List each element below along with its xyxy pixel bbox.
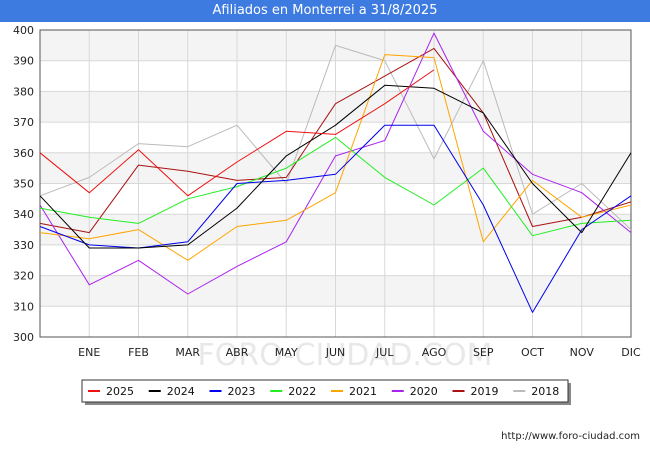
legend-label-2021: 2021	[349, 385, 377, 398]
x-tick-label: OCT	[521, 346, 544, 359]
y-tick-label: 300	[13, 331, 34, 344]
y-tick-label: 310	[13, 300, 34, 313]
y-tick-label: 400	[13, 24, 34, 37]
series-line-2019	[39, 47, 632, 234]
y-tick-label: 340	[13, 208, 34, 221]
source-link[interactable]: http://www.foro-ciudad.com	[501, 431, 640, 442]
series-line-2024	[39, 84, 632, 249]
legend-label-2024: 2024	[167, 385, 195, 398]
legend-label-2023: 2023	[228, 385, 256, 398]
series-line-2018	[39, 44, 632, 230]
series-line-2022	[39, 136, 632, 237]
legend-label-2022: 2022	[288, 385, 316, 398]
legend-label-2020: 2020	[410, 385, 438, 398]
chart-title: Afiliados en Monterrei a 31/8/2025	[0, 0, 650, 22]
x-tick-label: NOV	[570, 346, 595, 359]
x-tick-label: JUL	[375, 346, 394, 359]
watermark: FORO-CIUDAD.COM	[198, 338, 493, 373]
x-tick-label: ENE	[78, 346, 100, 359]
y-tick-label: 370	[13, 116, 34, 129]
x-tick-label: MAY	[275, 346, 298, 359]
y-tick-label: 350	[13, 178, 34, 191]
plot-border	[39, 29, 632, 338]
y-tick-label: 390	[13, 55, 34, 68]
legend-label-2025: 2025	[106, 385, 134, 398]
y-tick-label: 320	[13, 270, 34, 283]
x-tick-label: DIC	[621, 346, 641, 359]
x-tick-label: FEB	[128, 346, 149, 359]
legend	[81, 379, 569, 403]
y-tick-label: 380	[13, 85, 34, 98]
series-line-2020	[39, 32, 632, 295]
y-tick-label: 330	[13, 239, 34, 252]
x-tick-label: SEP	[473, 346, 494, 359]
series-line-2021	[39, 54, 632, 261]
series-line-2025	[39, 69, 435, 197]
legend-label-2019: 2019	[471, 385, 499, 398]
legend-label-2018: 2018	[531, 385, 559, 398]
x-tick-label: AGO	[422, 346, 447, 359]
x-tick-label: ABR	[226, 346, 249, 359]
x-tick-label: MAR	[175, 346, 200, 359]
x-tick-label: JUN	[325, 346, 346, 359]
y-tick-label: 360	[13, 147, 34, 160]
